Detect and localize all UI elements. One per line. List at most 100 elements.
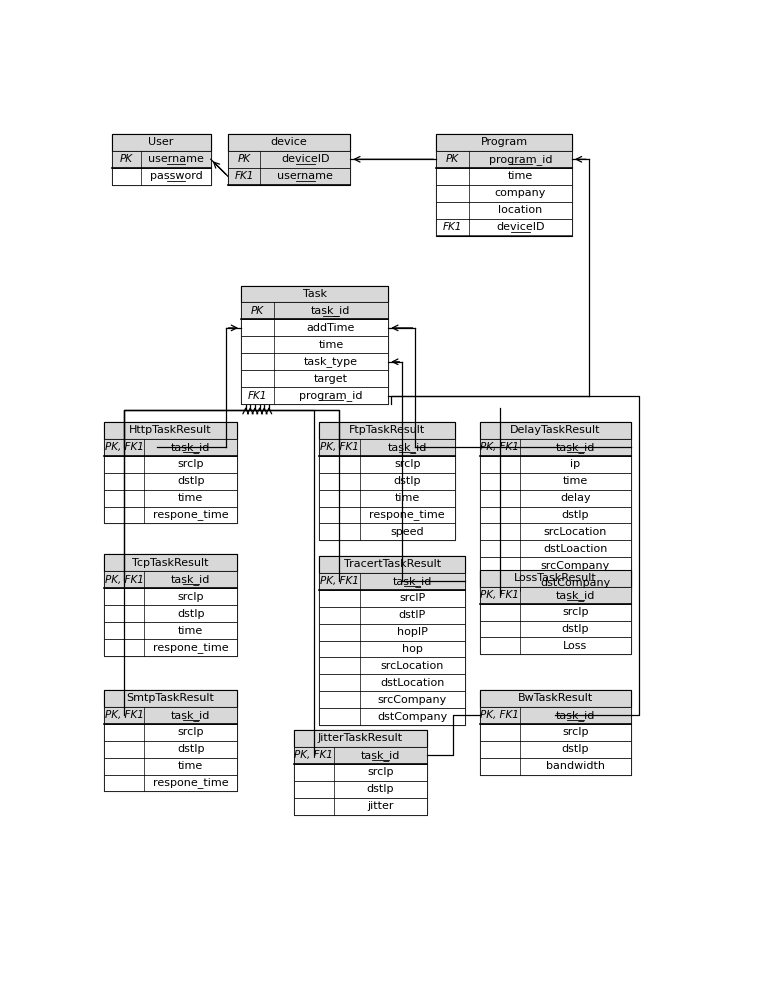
Bar xyxy=(294,730,427,815)
Bar xyxy=(241,286,388,404)
Bar xyxy=(319,624,465,641)
Bar xyxy=(104,639,237,656)
Text: task_id: task_id xyxy=(171,442,210,453)
Bar xyxy=(480,490,631,507)
Bar xyxy=(104,622,237,639)
Bar xyxy=(241,319,388,336)
Text: PK, FK1: PK, FK1 xyxy=(480,442,519,452)
Text: dstLoaction: dstLoaction xyxy=(544,544,608,554)
Text: PK: PK xyxy=(446,154,459,164)
Text: dstCompany: dstCompany xyxy=(377,712,448,722)
Bar xyxy=(104,439,237,456)
Bar xyxy=(294,747,427,764)
Text: deviceID: deviceID xyxy=(496,222,544,232)
Bar xyxy=(294,730,427,747)
Text: task_id: task_id xyxy=(171,710,210,721)
Bar xyxy=(437,151,572,168)
Text: hopIP: hopIP xyxy=(397,627,428,637)
Bar xyxy=(104,490,237,507)
Text: time: time xyxy=(508,171,533,181)
Bar xyxy=(104,554,237,656)
Text: jitter: jitter xyxy=(367,801,394,811)
Bar xyxy=(319,439,455,456)
Bar xyxy=(480,604,631,620)
Bar xyxy=(480,758,631,775)
Bar xyxy=(319,523,455,540)
Bar xyxy=(241,370,388,387)
Bar xyxy=(241,302,388,319)
Text: DelayTaskResult: DelayTaskResult xyxy=(510,425,601,435)
Text: task_id: task_id xyxy=(556,442,595,453)
Bar xyxy=(480,690,631,775)
Text: time: time xyxy=(563,476,588,486)
Text: delay: delay xyxy=(560,493,590,503)
Bar xyxy=(112,134,211,151)
Text: respone_time: respone_time xyxy=(153,642,228,653)
Text: srcCompany: srcCompany xyxy=(540,561,610,571)
Text: task_id: task_id xyxy=(387,442,427,453)
Text: LossTaskResult: LossTaskResult xyxy=(514,573,597,583)
Bar xyxy=(241,353,388,370)
Bar xyxy=(241,387,388,404)
Bar xyxy=(104,554,237,571)
Text: srcIp: srcIp xyxy=(367,767,394,777)
Text: srcIp: srcIp xyxy=(177,459,204,469)
Text: srcIp: srcIp xyxy=(562,727,589,737)
Bar xyxy=(480,422,631,591)
Text: time: time xyxy=(178,493,203,503)
Text: dstIp: dstIp xyxy=(562,624,589,634)
Text: task_id: task_id xyxy=(311,306,351,316)
Text: srcIp: srcIp xyxy=(177,592,204,602)
Text: PK, FK1: PK, FK1 xyxy=(320,576,358,586)
Bar xyxy=(228,168,350,185)
Text: FK1: FK1 xyxy=(234,171,254,181)
Text: srcIP: srcIP xyxy=(399,593,426,603)
Bar xyxy=(319,422,455,439)
Bar xyxy=(319,607,465,624)
Bar xyxy=(319,708,465,725)
Text: PK, FK1: PK, FK1 xyxy=(105,710,144,720)
Bar xyxy=(241,336,388,353)
Text: password: password xyxy=(149,171,202,181)
Bar xyxy=(104,741,237,758)
Text: location: location xyxy=(498,205,543,215)
Bar xyxy=(104,507,237,523)
Bar xyxy=(104,571,237,588)
Text: JitterTaskResult: JitterTaskResult xyxy=(318,733,403,743)
Text: ip: ip xyxy=(570,459,580,469)
Bar xyxy=(228,134,350,151)
Bar xyxy=(480,523,631,540)
Bar xyxy=(319,490,455,507)
Bar xyxy=(294,764,427,781)
Bar xyxy=(228,134,350,185)
Bar xyxy=(437,185,572,202)
Text: deviceID: deviceID xyxy=(281,154,330,164)
Bar xyxy=(104,690,237,791)
Bar xyxy=(480,724,631,741)
Text: task_id: task_id xyxy=(171,574,210,585)
Text: device: device xyxy=(271,137,308,147)
Bar xyxy=(480,422,631,439)
Bar xyxy=(104,456,237,473)
Bar xyxy=(104,422,237,523)
Bar xyxy=(480,741,631,758)
Text: PK, FK1: PK, FK1 xyxy=(105,575,144,585)
Bar xyxy=(104,605,237,622)
Text: dstIP: dstIP xyxy=(398,610,426,620)
Text: BwTaskResult: BwTaskResult xyxy=(518,693,593,703)
Text: respone_time: respone_time xyxy=(153,510,228,520)
Text: dstIp: dstIp xyxy=(177,476,205,486)
Text: srcIp: srcIp xyxy=(562,607,589,617)
Bar xyxy=(480,473,631,490)
Text: PK, FK1: PK, FK1 xyxy=(480,590,519,600)
Bar xyxy=(319,641,465,657)
Text: TcpTaskResult: TcpTaskResult xyxy=(132,558,209,568)
Bar xyxy=(294,798,427,815)
Bar xyxy=(104,473,237,490)
Bar xyxy=(480,540,631,557)
Bar xyxy=(319,556,465,573)
Bar xyxy=(104,774,237,791)
Text: time: time xyxy=(178,626,203,636)
Bar xyxy=(319,573,465,590)
Text: dstIp: dstIp xyxy=(367,784,394,794)
